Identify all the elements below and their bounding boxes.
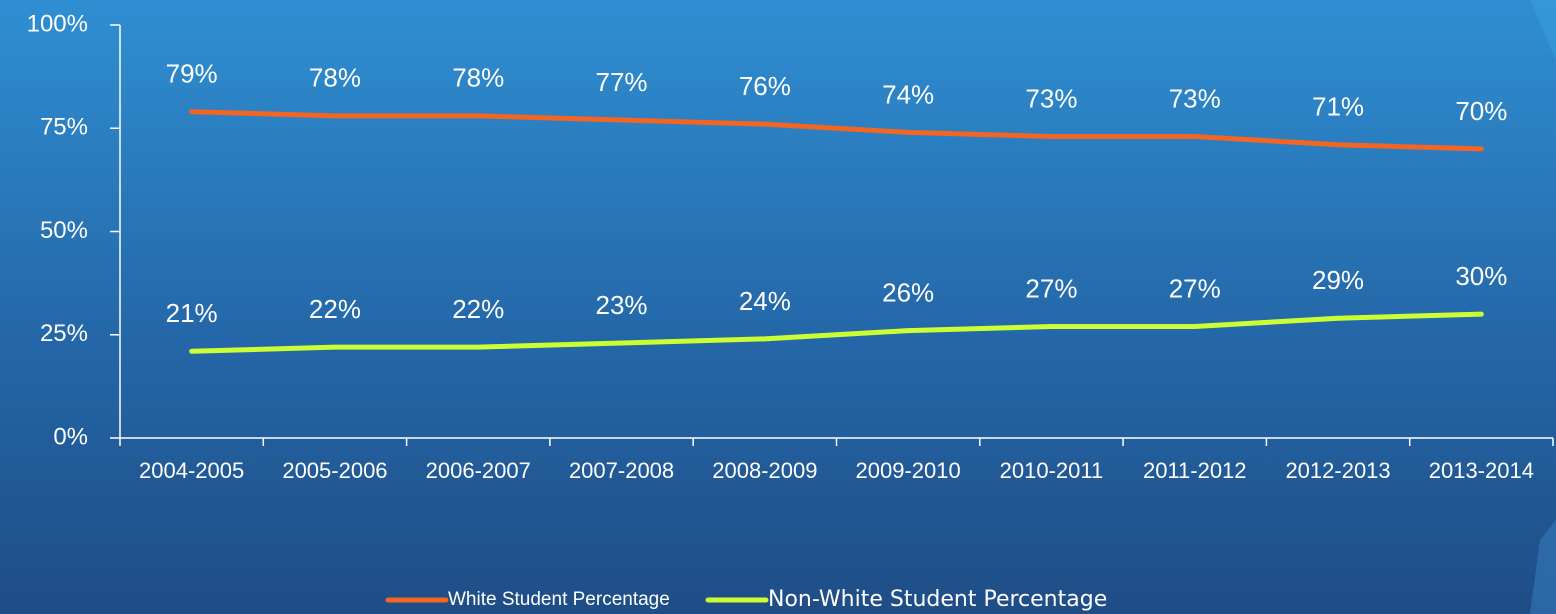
x-tick-label: 2011-2012 (1143, 458, 1247, 483)
data-label: 29% (1312, 265, 1364, 295)
legend-label: Non-White Student Percentage (768, 587, 1107, 612)
data-label: 78% (309, 63, 361, 93)
data-label: 70% (1455, 96, 1507, 126)
x-tick-label: 2010-2011 (1000, 458, 1104, 483)
data-label: 23% (596, 290, 648, 320)
y-tick-label: 75% (40, 114, 88, 141)
data-label: 30% (1455, 261, 1507, 291)
data-label: 22% (309, 294, 361, 324)
line (189, 311, 1484, 354)
data-label: 22% (452, 294, 504, 324)
data-label: 27% (1025, 273, 1077, 303)
x-tick-label: 2005-2006 (282, 458, 387, 483)
x-tick-label: 2008-2009 (712, 458, 817, 483)
x-tick-label: 2007-2008 (569, 458, 674, 483)
decoration (1530, 0, 1556, 60)
data-label: 77% (596, 67, 648, 97)
x-tick-label: 2006-2007 (426, 458, 531, 483)
x-tick-label: 2009-2010 (856, 458, 961, 483)
line (189, 109, 1484, 152)
y-tick-label: 0% (53, 423, 88, 450)
legend-label: White Student Percentage (448, 589, 670, 610)
data-label: 79% (166, 59, 218, 89)
data-label: 78% (452, 63, 504, 93)
x-tick-label: 2004-2005 (139, 458, 244, 483)
y-tick-label: 25% (40, 320, 88, 347)
y-tick-label: 100% (27, 10, 88, 37)
x-tick-label: 2012-2013 (1285, 458, 1390, 483)
y-tick-label: 50% (40, 217, 88, 244)
data-label: 74% (882, 79, 934, 109)
data-label: 73% (1169, 83, 1221, 113)
decoration (1530, 520, 1556, 614)
data-label: 73% (1025, 83, 1077, 113)
data-label: 26% (882, 277, 934, 307)
x-tick-label: 2013-2014 (1429, 458, 1534, 483)
data-label: 21% (166, 298, 218, 328)
data-label: 71% (1312, 92, 1364, 122)
data-label: 24% (739, 286, 791, 316)
data-label: 27% (1169, 273, 1221, 303)
data-label: 76% (739, 71, 791, 101)
